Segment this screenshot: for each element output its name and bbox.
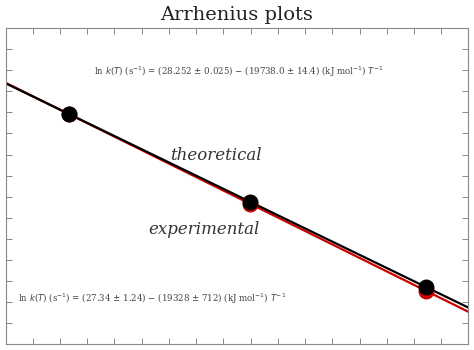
Point xyxy=(65,111,73,117)
Point xyxy=(423,285,430,290)
Point xyxy=(246,199,254,204)
Text: experimental: experimental xyxy=(149,220,260,238)
Title: Arrhenius plots: Arrhenius plots xyxy=(161,6,313,23)
Text: ln $k$($T$) (s$^{-1}$) = (27.34 $\pm$ 1.24) $-$ (19328 $\pm$ 712) (kJ mol$^{-1}$: ln $k$($T$) (s$^{-1}$) = (27.34 $\pm$ 1.… xyxy=(18,292,286,306)
Point xyxy=(65,111,73,117)
Text: theoretical: theoretical xyxy=(170,147,261,164)
Text: ln $k$($T$) (s$^{-1}$) = (28.252 $\pm$ 0.025) $-$ (19738.0 $\pm$ 14.4) (kJ mol$^: ln $k$($T$) (s$^{-1}$) = (28.252 $\pm$ 0… xyxy=(94,65,384,79)
Point xyxy=(423,288,430,294)
Point xyxy=(246,201,254,206)
